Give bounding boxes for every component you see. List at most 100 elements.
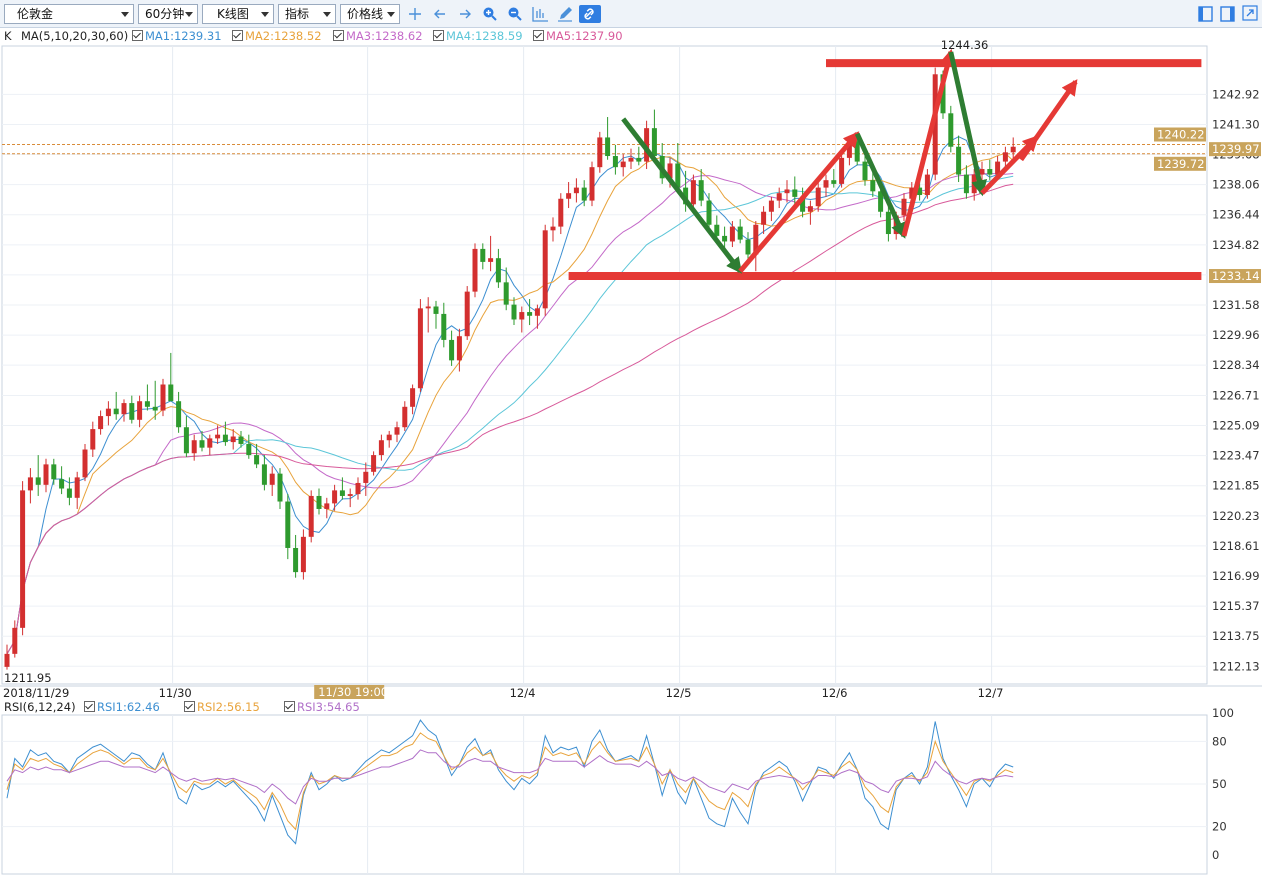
ma4-legend-item[interactable]: MA4:1238.59: [433, 28, 523, 44]
rsi-tick-label: 20: [1212, 820, 1227, 834]
ma5-legend-item[interactable]: MA5:1237.90: [533, 28, 623, 44]
candle-body: [768, 200, 774, 212]
rsi2-legend-item[interactable]: RSI2:56.15: [184, 699, 260, 715]
layout-right-icon[interactable]: [1218, 5, 1238, 23]
candle-body: [558, 198, 564, 227]
price-line-select[interactable]: 价格线: [340, 4, 400, 24]
candle-body: [74, 477, 80, 498]
price-tag-label: 1239.72: [1157, 157, 1205, 171]
candle-body: [433, 306, 439, 314]
checkbox-icon[interactable]: [84, 701, 95, 712]
ma-lines: [6, 136, 1014, 655]
annotation-arrow: [738, 131, 860, 273]
y-tick-label: 1238.06: [1212, 178, 1260, 192]
rsi-tick-label: 80: [1212, 734, 1227, 748]
ma5-value: MA5:1237.90: [546, 29, 623, 43]
checkbox-icon[interactable]: [533, 30, 544, 41]
candle-body: [729, 226, 735, 242]
price-tag-box: [1154, 156, 1206, 171]
candle-body: [168, 384, 174, 402]
zoom-out-icon[interactable]: [505, 5, 525, 23]
candle-body: [160, 384, 166, 411]
ma2-legend-item[interactable]: MA2:1238.52: [232, 28, 322, 44]
candle-body: [215, 434, 221, 439]
bar-chart-icon[interactable]: [530, 5, 550, 23]
candle-body: [737, 226, 743, 240]
chart-grid: [0, 45, 1262, 875]
y-tick-label: 1216.99: [1212, 569, 1260, 583]
candle-body: [199, 440, 205, 448]
x-tick-label: 11/30: [159, 686, 192, 700]
rsi3-legend-item[interactable]: RSI3:54.65: [284, 699, 360, 715]
candle-body: [355, 482, 361, 495]
price-tag-label: 1240.22: [1157, 128, 1205, 142]
candle-body: [979, 169, 985, 175]
arrow-left-icon[interactable]: [430, 5, 450, 23]
period-select[interactable]: 60分钟: [138, 4, 198, 24]
candle-body: [675, 163, 681, 188]
checkbox-icon[interactable]: [333, 30, 344, 41]
checkbox-icon[interactable]: [184, 701, 195, 712]
candle-body: [441, 313, 447, 340]
rsi3-value: RSI3:54.65: [297, 700, 360, 714]
y-tick-label: 1236.44: [1212, 208, 1260, 222]
candle-body: [698, 180, 704, 201]
candle-body: [332, 490, 338, 504]
candle-body: [761, 211, 767, 225]
candle-body: [378, 440, 384, 456]
link-icon[interactable]: [579, 5, 601, 23]
candle-body: [807, 206, 813, 212]
checkbox-icon[interactable]: [284, 701, 295, 712]
symbol-select-value: 伦敦金: [17, 7, 54, 21]
chevron-down-icon: [185, 12, 193, 17]
axes: 1242.921241.301239.681238.061236.441234.…: [3, 38, 1261, 862]
annotation-arrow: [621, 117, 743, 274]
candle-body: [277, 473, 283, 502]
candle-body: [581, 187, 587, 201]
ma1-legend-item[interactable]: MA1:1239.31: [132, 28, 222, 44]
candle-body: [878, 191, 884, 212]
candle-body: [784, 189, 790, 194]
chevron-down-icon: [261, 12, 269, 17]
chart-kind-select[interactable]: K线图: [202, 4, 274, 24]
indicator-select[interactable]: 指标: [278, 4, 336, 24]
checkbox-icon[interactable]: [232, 30, 243, 41]
price-tag-label: 1239.97: [1212, 142, 1260, 156]
rsi1-legend-item[interactable]: RSI1:62.46: [84, 699, 160, 715]
rsi-title: RSI(6,12,24): [4, 700, 76, 714]
candle-body: [347, 494, 353, 496]
layout-left-icon[interactable]: [1196, 5, 1216, 23]
candle-body: [815, 187, 821, 207]
candle-body: [987, 169, 993, 175]
chart-kind-select-value: K线图: [217, 7, 249, 21]
arrow-right-icon[interactable]: [455, 5, 475, 23]
rsi1-value: RSI1:62.46: [97, 700, 160, 714]
rsi-legend: RSI(6,12,24) RSI1:62.46 RSI2:56.15 RSI3:…: [0, 699, 1262, 715]
candle-body: [628, 157, 634, 162]
x-tick-label: 12/7: [978, 686, 1004, 700]
crosshair-icon[interactable]: [405, 5, 425, 23]
candle-body: [4, 653, 10, 667]
chevron-down-icon: [387, 12, 395, 17]
expand-icon[interactable]: [1240, 5, 1260, 23]
zoom-in-icon[interactable]: [480, 5, 500, 23]
candle-body: [573, 187, 579, 194]
candle-body: [113, 408, 119, 415]
y-tick-label: 1218.61: [1212, 539, 1260, 553]
symbol-select[interactable]: 伦敦金: [4, 4, 134, 24]
pencil-icon[interactable]: [555, 5, 575, 23]
checkbox-icon[interactable]: [132, 30, 143, 41]
candle-body: [534, 308, 540, 316]
y-tick-label: 1215.37: [1212, 599, 1260, 613]
low-price-label: 1211.95: [4, 671, 52, 685]
candle-body: [885, 211, 891, 235]
checkbox-icon[interactable]: [433, 30, 444, 41]
candle-body: [183, 427, 189, 454]
ma3-legend-item[interactable]: MA3:1238.62: [333, 28, 423, 44]
candle-body: [339, 490, 345, 496]
ma1-value: MA1:1239.31: [145, 29, 222, 43]
candle-body: [917, 187, 923, 196]
candle-body: [862, 161, 868, 181]
candle-body: [924, 174, 930, 196]
